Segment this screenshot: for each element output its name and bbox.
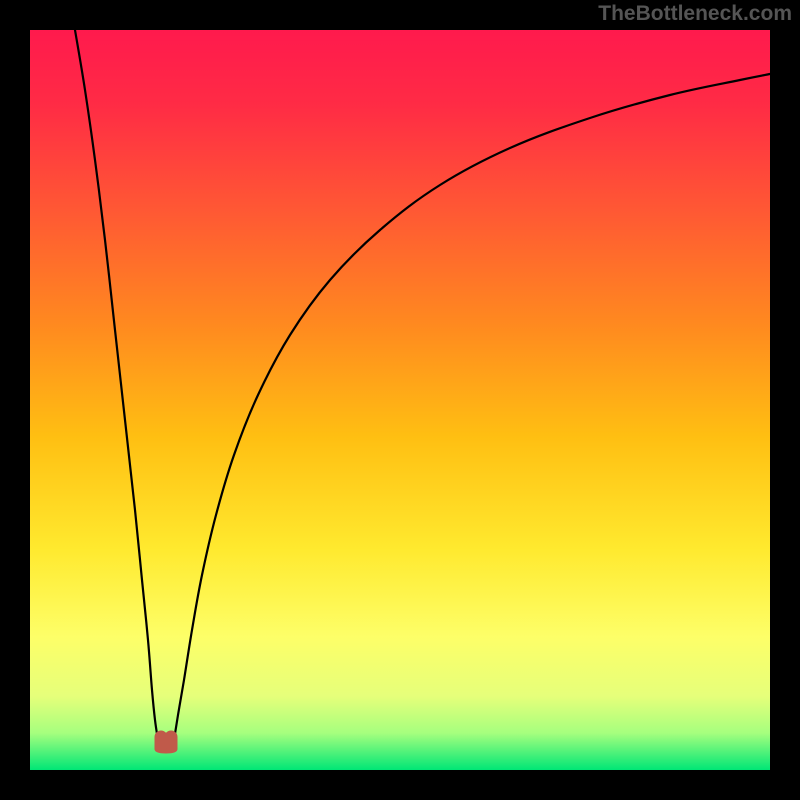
chart-container: TheBottleneck.com [0,0,800,800]
valley-notch-marker [155,731,177,753]
watermark-text: TheBottleneck.com [598,2,792,26]
bottleneck-curve-chart [0,0,800,800]
plot-background [30,30,770,770]
